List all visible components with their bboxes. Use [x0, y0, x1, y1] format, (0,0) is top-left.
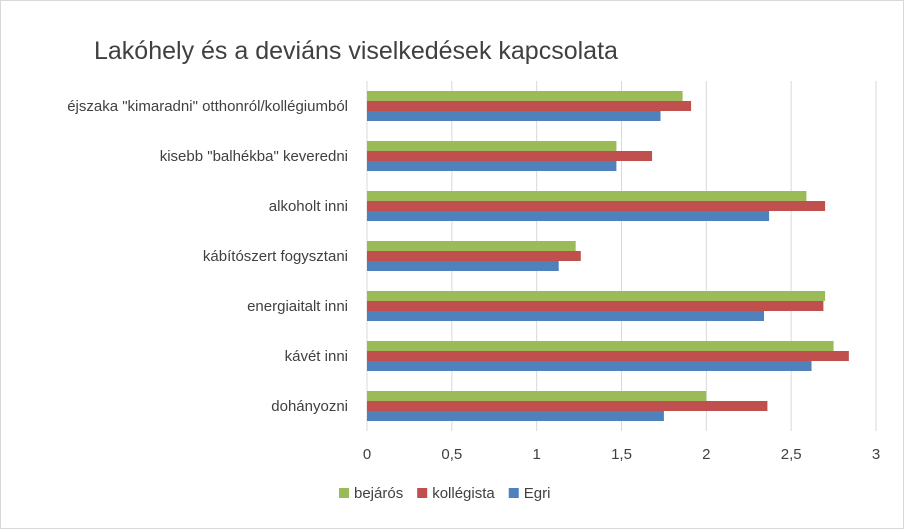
- bar: [367, 161, 617, 171]
- bar: [367, 211, 770, 221]
- bar: [367, 191, 807, 201]
- legend-label: kollégista: [432, 485, 495, 502]
- bar: [367, 301, 824, 311]
- x-tick-label: 2: [702, 446, 710, 463]
- x-tick-label: 1: [532, 446, 540, 463]
- x-tick-label: 2,5: [781, 446, 802, 463]
- legend-label: Egri: [524, 485, 551, 502]
- bar: [367, 101, 692, 111]
- category-label: kábítószert fogysztani: [203, 248, 348, 265]
- category-labels: éjszaka "kimaradni" otthonról/kollégiumb…: [67, 98, 348, 415]
- bar: [367, 111, 661, 121]
- bar: [367, 361, 812, 371]
- legend-label: bejárós: [354, 485, 403, 502]
- category-label: kisebb "balhékba" keveredni: [160, 148, 348, 165]
- bar: [367, 351, 849, 361]
- bar: [367, 201, 826, 211]
- category-label: alkoholt inni: [269, 198, 348, 215]
- x-tick-label: 0,5: [441, 446, 462, 463]
- legend-swatch: [508, 488, 519, 498]
- bar: [367, 251, 581, 261]
- bar: [367, 141, 617, 151]
- bar: [367, 241, 576, 251]
- category-label: kávét inni: [285, 348, 348, 365]
- bar: [367, 291, 826, 301]
- x-tick-labels: 0 0,5 1 1,5 2 2,5 3: [363, 446, 880, 463]
- bar: [367, 411, 664, 421]
- bar: [367, 261, 559, 271]
- category-label: éjszaka "kimaradni" otthonról/kollégiumb…: [67, 98, 348, 115]
- bar: [367, 341, 834, 351]
- chart-title: Lakóhely és a deviáns viselkedések kapcs…: [94, 37, 618, 65]
- bar: [367, 151, 653, 161]
- category-label: dohányozni: [271, 398, 348, 415]
- legend: bejárós kollégista Egri: [339, 485, 550, 502]
- category-label: energiaitalt inni: [247, 298, 348, 315]
- bar: [367, 311, 765, 321]
- bar: [367, 91, 683, 101]
- x-tick-label: 3: [872, 446, 880, 463]
- bars-layer: [367, 91, 849, 421]
- x-tick-label: 1,5: [611, 446, 632, 463]
- legend-swatch: [339, 488, 349, 498]
- bar: [367, 401, 768, 411]
- bar: [367, 391, 707, 401]
- legend-swatch: [417, 488, 428, 498]
- x-tick-label: 0: [363, 446, 371, 463]
